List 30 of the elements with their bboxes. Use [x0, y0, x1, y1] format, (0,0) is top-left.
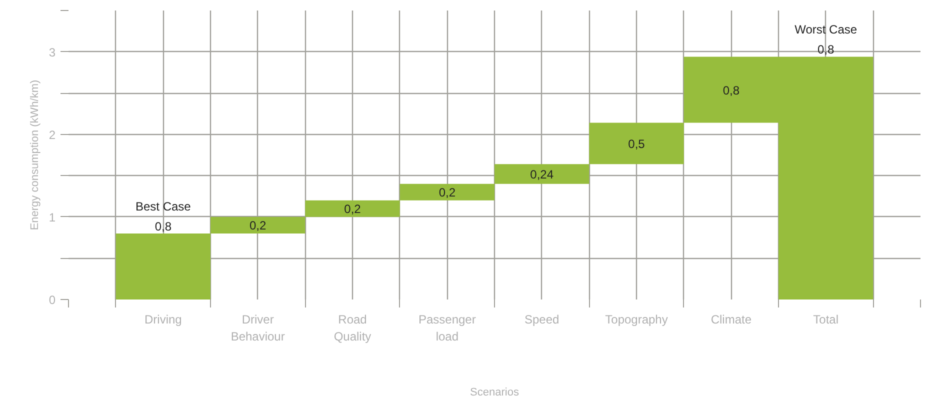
x-tick-label: Climate [710, 312, 752, 326]
bar [400, 184, 494, 200]
x-tick-label: Driving [144, 312, 182, 326]
bar [210, 216, 306, 234]
x-axis-title: Scenarios [470, 386, 520, 398]
x-tick-label: Speed [524, 312, 560, 326]
bar [589, 122, 684, 164]
x-tick-label: Road Quality [334, 312, 372, 344]
x-tick-label: Driver Behaviour [230, 312, 285, 344]
annotation: 0,8 [817, 42, 834, 57]
data-label: 0,5 [628, 136, 646, 151]
y-tick-label: 1 [48, 210, 56, 224]
y-axis-title: Energy consumption (kWh/km) [28, 80, 41, 230]
y-tick-label: 2 [48, 128, 56, 142]
data-label: 0,2 [344, 202, 362, 216]
data-label: 0,24 [530, 167, 554, 182]
data-label: 0,2 [249, 218, 266, 233]
data-label: 0,8 [154, 219, 172, 234]
annotation: Best Case [135, 199, 192, 214]
data-label: 0,2 [438, 186, 456, 200]
data-label: 0,8 [722, 83, 740, 98]
y-tick-label: 0 [48, 293, 56, 307]
x-tick-label: Total [813, 312, 839, 326]
y-tick-label: 3 [48, 45, 56, 60]
x-tick-label: Passenger load [418, 312, 476, 344]
bar [116, 233, 210, 300]
bar [305, 200, 400, 217]
x-tick-label: Topography [605, 312, 668, 326]
bar [494, 164, 590, 184]
annotation: Worst Case [794, 22, 858, 37]
